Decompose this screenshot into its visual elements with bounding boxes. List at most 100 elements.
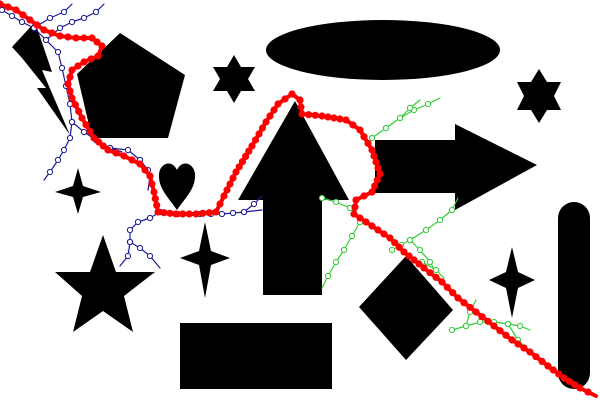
red-path-marker (532, 353, 540, 361)
red-path-marker (438, 278, 446, 286)
red-path-marker (90, 134, 98, 142)
red-path-marker (432, 273, 440, 281)
blue-path-marker (60, 146, 68, 154)
hexagram-right (517, 69, 561, 123)
red-path-marker (64, 33, 72, 41)
right-arrow (375, 124, 537, 210)
blue-path-marker (54, 48, 62, 56)
blue-path-marker (218, 210, 226, 218)
blue-path-marker (54, 156, 62, 164)
blue-path-marker (126, 238, 134, 246)
red-path-marker (255, 130, 263, 138)
red-path-marker (199, 209, 207, 217)
blue-path-marker (136, 244, 144, 252)
red-path-marker (98, 42, 106, 50)
red-path-marker (405, 252, 413, 260)
red-path-marker (373, 176, 381, 184)
red-path-marker (262, 118, 270, 126)
blue-path-markers (126, 238, 154, 260)
red-path-marker (0, 0, 4, 8)
red-path-marker (185, 210, 193, 218)
green-path-marker (318, 194, 326, 202)
red-path-marker (80, 58, 88, 66)
red-path-marker (420, 264, 428, 272)
blue-path-marker (56, 24, 64, 32)
green-path-marker (424, 100, 432, 108)
red-path-marker (297, 103, 305, 111)
red-path-marker (342, 116, 350, 124)
blue-path-marker (80, 128, 88, 136)
capsule (558, 202, 590, 389)
blue-path-marker (126, 226, 134, 234)
green-path-marker (324, 272, 332, 280)
red-path-marker (443, 283, 451, 291)
red-path-marker (362, 218, 370, 226)
up-arrow (238, 101, 349, 295)
ellipse (266, 20, 500, 80)
red-path-marker (356, 126, 364, 134)
red-path-markers (0, 0, 592, 396)
blue-path-markers (240, 200, 258, 216)
red-path-marker (242, 152, 250, 160)
red-path-marker (205, 209, 213, 217)
blue-path-marker (60, 8, 68, 16)
red-path-marker (478, 313, 486, 321)
green-path-marker (448, 326, 456, 334)
green-path-marker (388, 246, 396, 254)
red-path-marker (305, 111, 313, 119)
blue-path-marker (250, 200, 258, 208)
red-path-marker (356, 214, 364, 222)
red-path-marker (112, 149, 120, 157)
red-path-marker (192, 210, 200, 218)
red-path-marker (370, 152, 378, 160)
red-path-marker (251, 136, 260, 144)
red-path-marker (72, 34, 80, 42)
red-path-marker (544, 362, 552, 370)
red-path-marker (226, 180, 234, 188)
green-path-marker (382, 124, 390, 132)
red-path-marker (324, 113, 332, 121)
pentagon (77, 33, 185, 138)
red-path-marker (104, 146, 112, 154)
red-path-marker (372, 158, 380, 166)
red-path-marker (148, 180, 156, 188)
red-path-marker (64, 80, 72, 88)
red-path-marker (472, 308, 480, 316)
green-path-marker (340, 246, 348, 254)
blue-path-marker (42, 36, 50, 44)
red-path-marker (555, 370, 563, 378)
red-path-marker (538, 357, 546, 365)
green-path-branch (409, 239, 437, 273)
red-path-marker (56, 32, 64, 40)
red-path-marker (141, 166, 149, 174)
red-path-marker (19, 11, 27, 19)
blue-path-marker (66, 134, 74, 142)
blue-path-markers (30, 8, 68, 32)
red-path-marker (484, 317, 492, 325)
red-path-marker (288, 90, 296, 98)
green-path-marker (396, 114, 404, 122)
red-path-marker (351, 203, 359, 211)
green-path-markers (396, 104, 414, 122)
red-path-marker (350, 210, 358, 218)
four-point-star-center (180, 222, 230, 298)
blue-path-marker (124, 146, 132, 154)
red-path-marker (160, 209, 168, 217)
red-path-marker (520, 344, 528, 352)
red-path-marker (4, 3, 12, 11)
red-path-marker (336, 115, 344, 123)
red-path-marker (99, 142, 107, 150)
blue-path-branch (33, 3, 73, 29)
red-path-marker (376, 170, 384, 178)
four-point-star-right (489, 247, 535, 318)
red-path-marker (151, 195, 159, 203)
red-path-marker (490, 322, 498, 330)
red-path-marker (86, 127, 94, 135)
red-path-marker (216, 200, 224, 208)
diamond (359, 256, 453, 360)
red-path-marker (80, 34, 88, 42)
green-path-marker (504, 320, 512, 328)
red-path-marker (449, 289, 457, 297)
blue-path-branch (129, 241, 161, 269)
blue-path-marker (240, 208, 248, 216)
